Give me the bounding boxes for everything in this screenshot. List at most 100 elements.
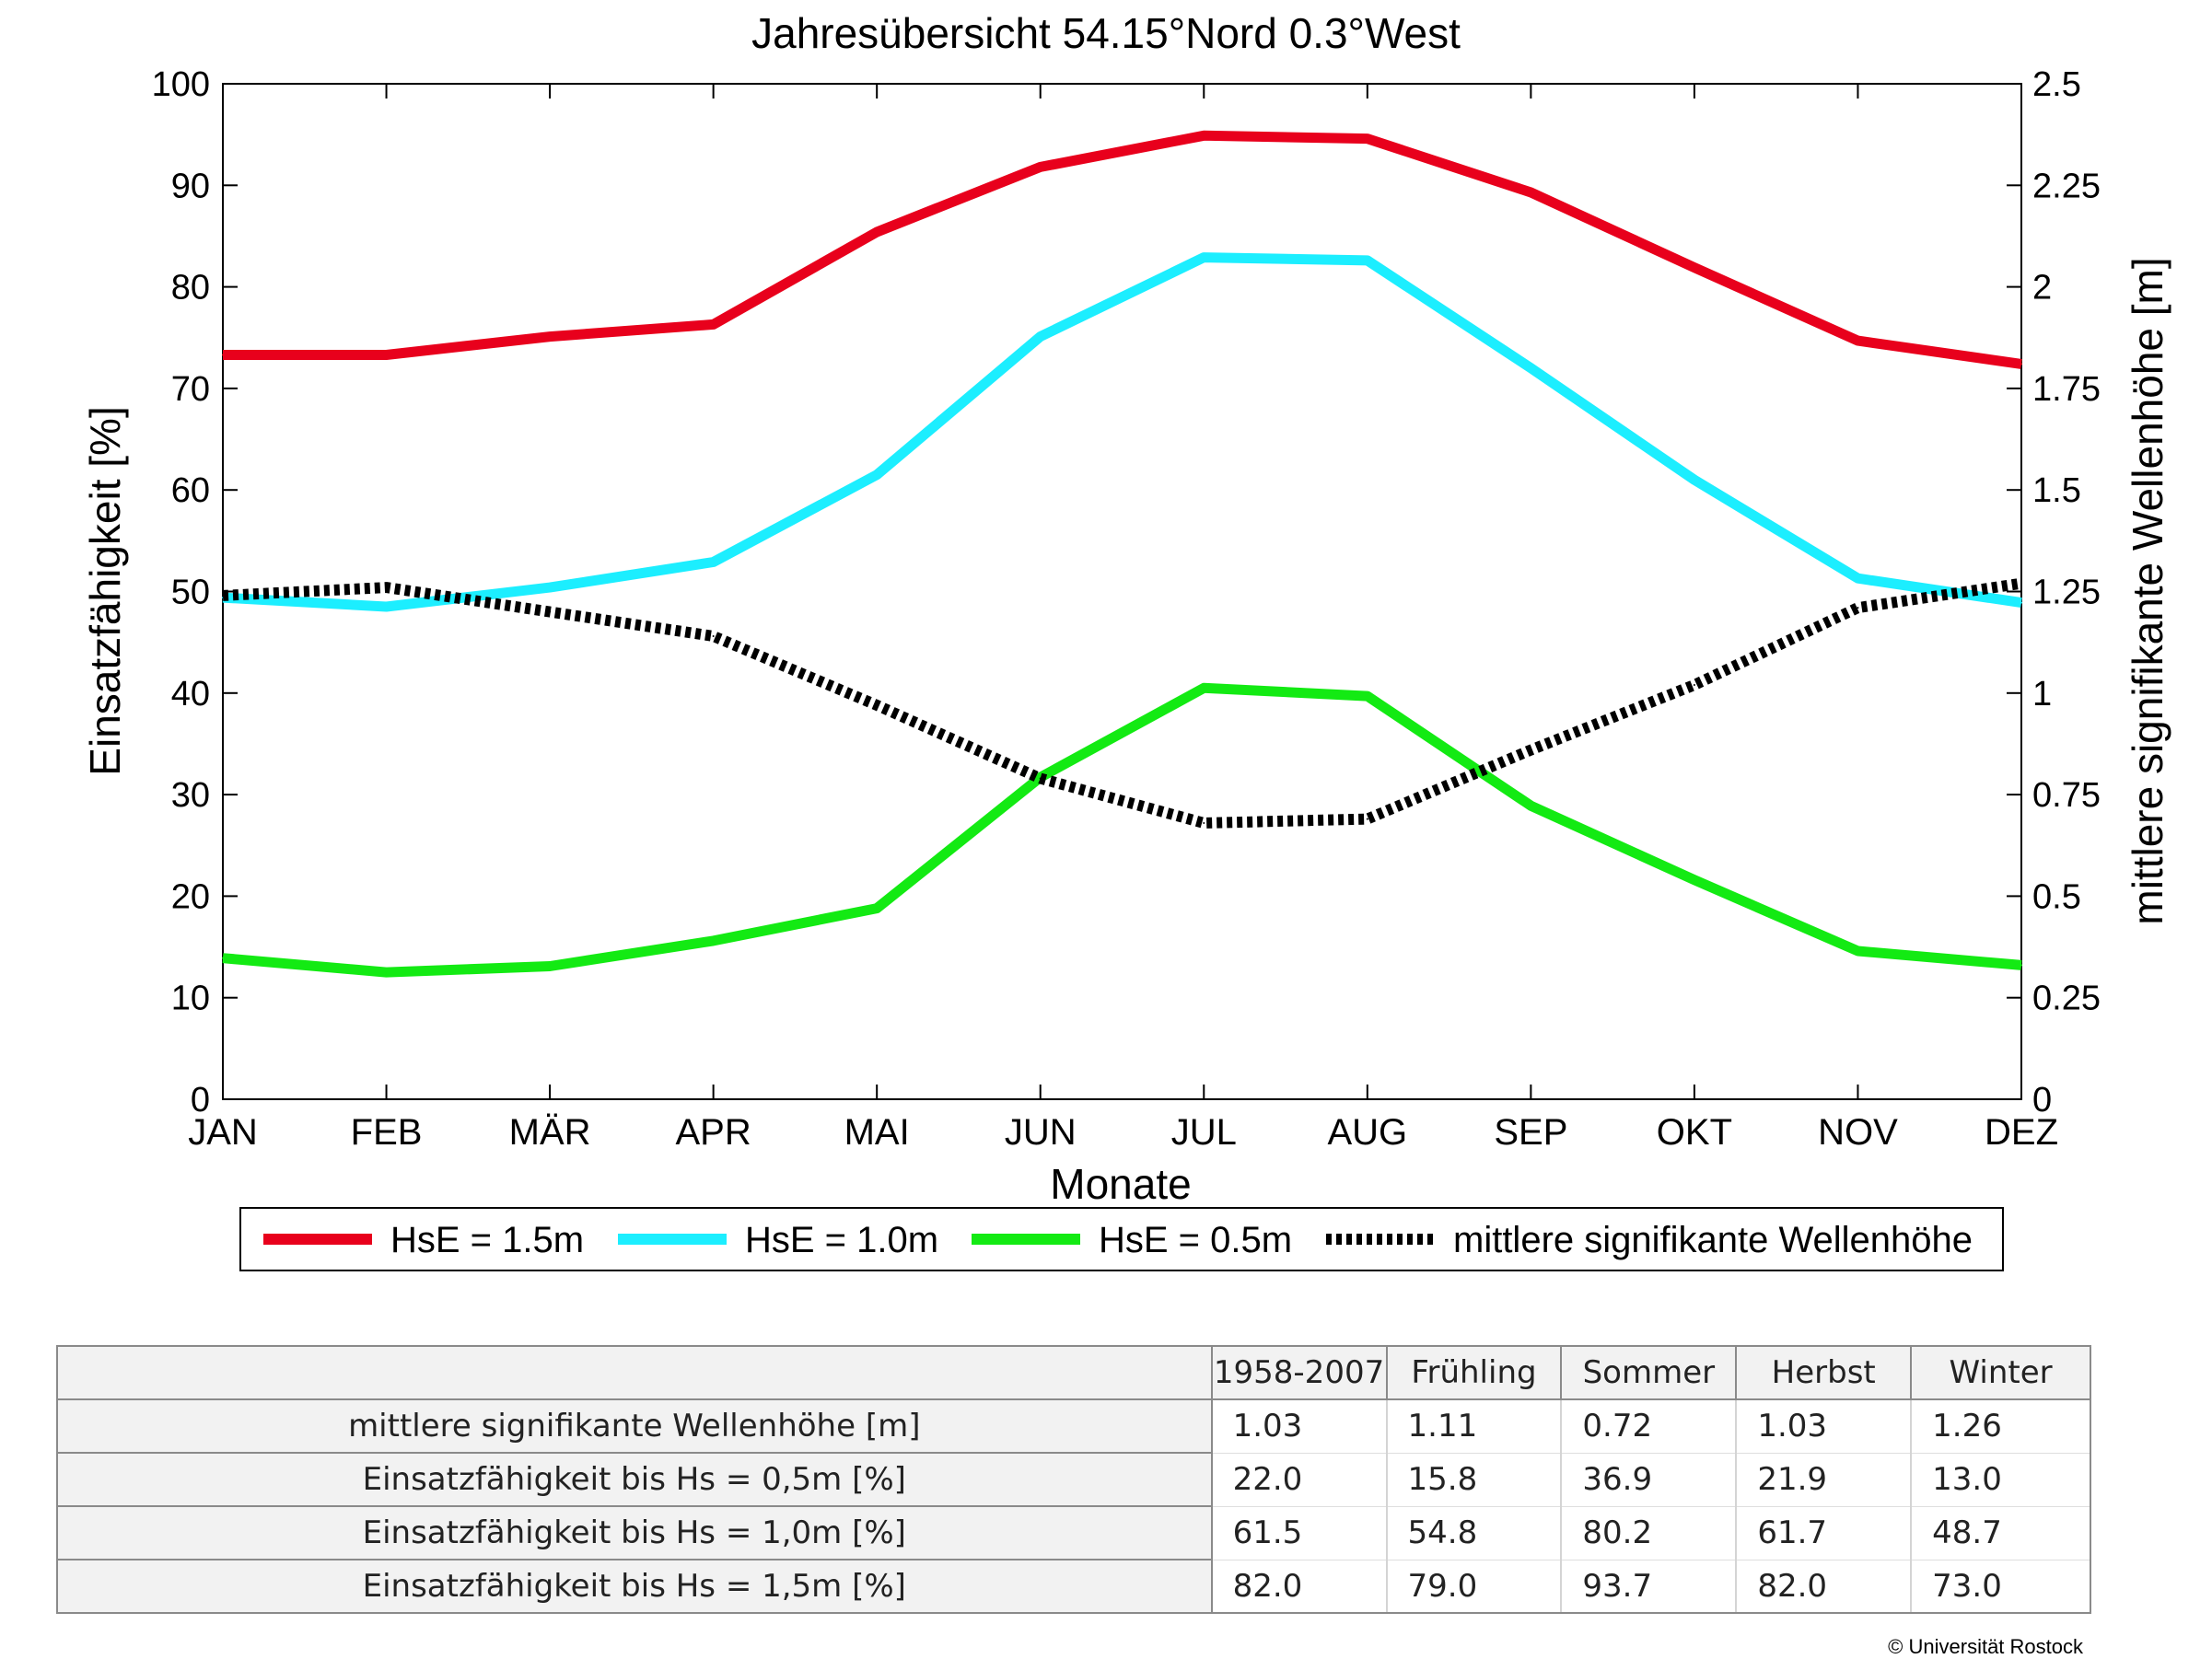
data-point: [1693, 878, 1695, 881]
x-tick-label: SEP: [1494, 1112, 1567, 1153]
x-tick-label: JUL: [1171, 1112, 1237, 1153]
data-point: [1203, 687, 1205, 690]
series-line-2: [222, 682, 2022, 978]
data-point: [1039, 777, 1042, 780]
x-tick-label: DEZ: [1985, 1112, 2058, 1153]
data-point: [1203, 134, 1205, 137]
table-cell: 48.7: [1910, 1506, 2091, 1560]
data-point: [385, 354, 388, 356]
y2-tick-label: 1.75: [2032, 370, 2101, 409]
y-tick-label: 10: [171, 980, 210, 1018]
data-point: [549, 610, 552, 613]
data-point: [1857, 340, 1859, 342]
table-cell: 1.03: [1210, 1399, 1387, 1454]
y-tick-label: 60: [171, 471, 210, 510]
data-point: [1530, 748, 1532, 751]
data-point: [1203, 256, 1205, 259]
x-tick-label: AUG: [1327, 1112, 1407, 1153]
column-header: 1958-2007: [1210, 1345, 1388, 1400]
y2-tick-label: 1.25: [2032, 574, 2101, 612]
data-point: [1857, 949, 1859, 952]
data-point: [1366, 137, 1368, 140]
row-label: mittlere signifikante Wellenhöhe [m]: [56, 1398, 1213, 1454]
row-label: Einsatzfähigkeit bis Hs = 0,5m [%]: [56, 1452, 1213, 1507]
table-cell: 1.26: [1910, 1399, 2091, 1454]
data-point: [876, 473, 879, 476]
x-tick-label: MÄR: [509, 1112, 591, 1153]
data-point: [549, 335, 552, 338]
table-cell: 61.7: [1735, 1506, 1912, 1560]
left-axis: 0 10 20 30 40 50 60 70 80 90 100: [152, 65, 238, 1120]
legend-label: HsE = 1.0m: [745, 1220, 938, 1260]
column-header: Sommer: [1560, 1345, 1738, 1400]
table-cell: 79.0: [1385, 1560, 1562, 1614]
y2-tick-label: 0.75: [2032, 776, 2101, 815]
table-cell: 22.0: [1210, 1453, 1387, 1507]
table-cell: 21.9: [1735, 1453, 1912, 1507]
data-point: [712, 323, 715, 326]
x-tick-label: NOV: [1818, 1112, 1898, 1153]
data-point: [222, 957, 224, 959]
y2-tick-label: 2.25: [2032, 167, 2101, 205]
data-point: [712, 939, 715, 942]
row-label: Einsatzfähigkeit bis Hs = 1,0m [%]: [56, 1505, 1213, 1560]
legend-box: [239, 1207, 2004, 1271]
x-tick-label: JAN: [188, 1112, 258, 1153]
x-tick-label: APR: [676, 1112, 751, 1153]
data-point: [222, 354, 224, 356]
table-cell: 82.0: [1735, 1560, 1912, 1614]
data-point: [222, 594, 224, 597]
series-line-0: [223, 130, 2022, 369]
y-axis-label: Einsatzfähigkeit [%]: [81, 406, 129, 775]
y2-tick-label: 1: [2032, 675, 2052, 713]
y-tick-label: 100: [152, 65, 210, 104]
series-line-1: [222, 252, 2022, 612]
table-cell: 13.0: [1910, 1453, 2091, 1507]
chart-title: Jahresübersicht 54.15°Nord 0.3°West: [751, 9, 1461, 57]
y2-tick-label: 2.5: [2032, 65, 2081, 104]
y-tick-label: 0: [191, 1081, 210, 1120]
y-tick-label: 20: [171, 877, 210, 916]
row-label: Einsatzfähigkeit bis Hs = 1,5m [%]: [56, 1559, 1213, 1614]
data-point: [1857, 607, 1859, 609]
legend-label: HsE = 0.5m: [1099, 1220, 1292, 1260]
data-point: [712, 635, 715, 638]
copyright-notice: © Universität Rostock: [1888, 1635, 2083, 1658]
data-point: [1203, 821, 1205, 824]
table-cell: 54.8: [1385, 1506, 1562, 1560]
data-point: [385, 971, 388, 974]
data-point: [1366, 818, 1368, 820]
data-point: [1039, 335, 1042, 338]
table-cell: 93.7: [1560, 1560, 1737, 1614]
y-tick-label: 40: [171, 675, 210, 713]
y-tick-label: 80: [171, 269, 210, 307]
y-tick-label: 90: [171, 167, 210, 205]
data-point: [2020, 582, 2022, 585]
table-cell: 1.11: [1385, 1399, 1562, 1454]
table-cell: 15.8: [1385, 1453, 1562, 1507]
x-axis: JAN FEB MÄR APR MAI JUN JUL AUG SEP OKT NOV DEZ: [188, 84, 2058, 1153]
data-point: [876, 231, 879, 234]
table-row: Einsatzfähigkeit bis Hs = 0,5m [%] 22.0 …: [56, 1452, 2091, 1507]
data-point: [1857, 577, 1859, 580]
table-row: mittlere signifikante Wellenhöhe [m] 1.0…: [56, 1398, 2091, 1454]
data-point: [876, 907, 879, 910]
right-axis: 0 0.25 0.5 0.75 1 1.25 1.5 1.75 2 2.25 2.5: [2007, 65, 2101, 1120]
data-point: [876, 704, 879, 707]
data-point: [1530, 366, 1532, 369]
table-cell: 80.2: [1560, 1506, 1737, 1560]
data-point: [1530, 805, 1532, 807]
data-point: [549, 965, 552, 968]
table-cell: 73.0: [1910, 1560, 2091, 1614]
x-tick-label: FEB: [351, 1112, 423, 1153]
data-point: [385, 586, 388, 589]
x-tick-label: MAI: [844, 1112, 910, 1153]
data-point: [1693, 266, 1695, 269]
data-point: [2020, 964, 2022, 967]
table-corner: [56, 1345, 1213, 1400]
data-point: [2020, 363, 2022, 365]
y2-tick-label: 0: [2032, 1081, 2052, 1120]
legend: HsE = 1.5m HsE = 1.0m HsE = 0.5m mittlere s…: [263, 1220, 1973, 1260]
data-point: [1366, 259, 1368, 261]
y2-tick-label: 0.5: [2032, 877, 2081, 916]
